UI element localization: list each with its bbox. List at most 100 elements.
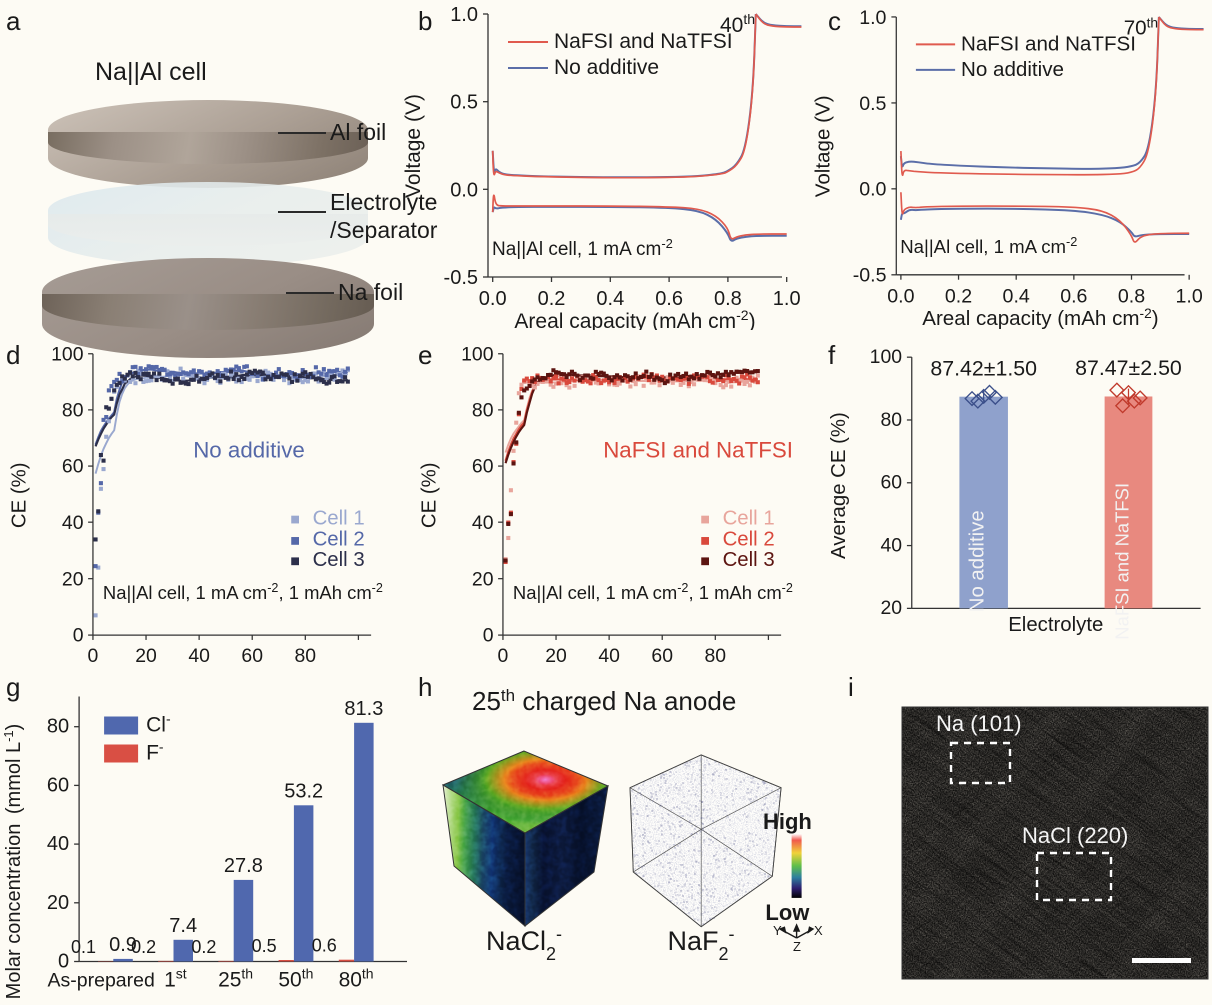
svg-text:Na||Al cell, 1 mA cm-2, 1 mAh: Na||Al cell, 1 mA cm-2, 1 mAh cm-2	[103, 581, 383, 603]
svg-text:NaFSI and NaTFSI: NaFSI and NaTFSI	[1111, 483, 1132, 640]
svg-text:80: 80	[705, 645, 727, 667]
svg-text:80: 80	[295, 645, 317, 667]
svg-text:Cell 1: Cell 1	[723, 507, 775, 529]
svg-text:Y: Y	[773, 923, 782, 938]
svg-text:CE (%): CE (%)	[8, 462, 30, 528]
svg-text:25th charged Na anode: 25th charged Na anode	[472, 686, 736, 717]
svg-text:87.42±1.50: 87.42±1.50	[930, 356, 1037, 380]
svg-text:0.1: 0.1	[71, 937, 96, 957]
svg-text:No additive: No additive	[961, 58, 1064, 81]
svg-text:No additive: No additive	[193, 437, 305, 462]
svg-text:40: 40	[472, 512, 494, 534]
svg-text:0.0: 0.0	[479, 288, 507, 310]
svg-text:No additive: No additive	[967, 510, 989, 612]
svg-text:Na||Al cell, 1 mA cm-2: Na||Al cell, 1 mA cm-2	[900, 234, 1077, 258]
svg-text:NaFSI and NaTFSI: NaFSI and NaTFSI	[603, 437, 793, 462]
svg-text:20: 20	[472, 568, 494, 590]
svg-text:1st: 1st	[164, 966, 187, 992]
svg-text:80: 80	[62, 399, 84, 421]
svg-text:-0.5: -0.5	[853, 265, 887, 287]
svg-text:60: 60	[241, 645, 263, 667]
svg-text:100: 100	[51, 343, 84, 365]
svg-text:60: 60	[651, 645, 673, 667]
svg-text:0.0: 0.0	[859, 179, 886, 201]
svg-text:0.6: 0.6	[312, 936, 337, 956]
svg-text:0: 0	[483, 625, 494, 647]
svg-text:20: 20	[545, 645, 567, 667]
svg-text:CE (%): CE (%)	[418, 462, 440, 528]
svg-text:Cell 3: Cell 3	[723, 549, 775, 571]
svg-text:1.0: 1.0	[1176, 285, 1203, 307]
svg-text:Voltage (V): Voltage (V)	[402, 94, 425, 198]
svg-text:25th: 25th	[218, 966, 253, 992]
svg-text:Na||Al cell, 1 mA cm-2: Na||Al cell, 1 mA cm-2	[492, 236, 673, 261]
svg-text:53.2: 53.2	[284, 780, 323, 802]
svg-text:0.5: 0.5	[450, 92, 478, 114]
svg-text:80: 80	[472, 399, 494, 421]
svg-text:Voltage (V): Voltage (V)	[812, 95, 835, 197]
svg-text:0.4: 0.4	[596, 288, 624, 310]
svg-text:0.2: 0.2	[538, 288, 566, 310]
svg-text:40: 40	[47, 833, 69, 855]
svg-text:0.0: 0.0	[887, 285, 914, 307]
svg-text:0: 0	[498, 645, 509, 667]
svg-text:40: 40	[880, 534, 902, 556]
svg-text:Molar concentration (mmol L-1: Molar concentration (mmol L-1)	[1, 724, 26, 1000]
svg-text:Cell 3: Cell 3	[313, 549, 365, 571]
svg-text:-0.5: -0.5	[444, 267, 478, 289]
svg-text:Na (101): Na (101)	[936, 711, 1022, 736]
svg-text:1.0: 1.0	[773, 288, 801, 310]
svg-text:Average CE (%): Average CE (%)	[828, 412, 850, 559]
svg-text:0.6: 0.6	[655, 288, 683, 310]
svg-text:Cell 1: Cell 1	[313, 507, 365, 529]
svg-text:20: 20	[880, 597, 902, 619]
svg-text:0: 0	[73, 625, 84, 647]
svg-text:NaCl2-: NaCl2-	[486, 924, 562, 964]
svg-text:0.2: 0.2	[131, 937, 156, 957]
svg-text:NaFSI and NaTFSI: NaFSI and NaTFSI	[961, 32, 1136, 55]
svg-text:Cl-: Cl-	[146, 711, 171, 737]
svg-text:80: 80	[880, 409, 902, 431]
svg-text:0.5: 0.5	[859, 93, 886, 115]
svg-text:1.0: 1.0	[450, 4, 478, 26]
svg-text:Na||Al cell, 1 mA cm-2, 1 mAh: Na||Al cell, 1 mA cm-2, 1 mAh cm-2	[513, 581, 793, 603]
svg-text:Cell 2: Cell 2	[723, 529, 775, 551]
svg-text:0.6: 0.6	[1060, 285, 1087, 307]
svg-text:Electrolyte: Electrolyte	[1008, 614, 1103, 636]
svg-text:100: 100	[461, 343, 494, 365]
svg-text:Low: Low	[765, 900, 810, 925]
svg-text:1.0: 1.0	[859, 7, 886, 29]
svg-text:0.5: 0.5	[252, 936, 277, 956]
svg-text:60: 60	[47, 774, 69, 796]
svg-text:High: High	[763, 809, 812, 834]
svg-text:20: 20	[135, 645, 157, 667]
svg-text:0: 0	[88, 645, 99, 667]
svg-text:F-: F-	[146, 739, 164, 765]
svg-text:40: 40	[62, 512, 84, 534]
svg-text:Areal capacity (mAh cm-2): Areal capacity (mAh cm-2)	[514, 307, 755, 330]
svg-text:7.4: 7.4	[169, 915, 197, 937]
svg-text:80: 80	[47, 716, 69, 738]
svg-text:20: 20	[47, 892, 69, 914]
svg-text:X: X	[814, 923, 823, 938]
svg-text:60: 60	[880, 472, 902, 494]
svg-text:50th: 50th	[278, 966, 313, 992]
svg-text:No additive: No additive	[554, 56, 659, 79]
svg-text:NaF2-: NaF2-	[667, 924, 734, 964]
svg-text:As-prepared: As-prepared	[48, 970, 155, 992]
svg-text:Z: Z	[793, 939, 801, 954]
svg-text:NaFSI and NaTFSI: NaFSI and NaTFSI	[554, 30, 733, 53]
svg-text:40: 40	[188, 645, 210, 667]
svg-text:0.8: 0.8	[1118, 285, 1145, 307]
svg-text:Cell 2: Cell 2	[313, 529, 365, 551]
svg-text:80th: 80th	[339, 966, 374, 992]
svg-text:0.2: 0.2	[945, 285, 972, 307]
svg-text:87.47±2.50: 87.47±2.50	[1075, 356, 1182, 380]
svg-text:60: 60	[62, 456, 84, 478]
svg-text:0.4: 0.4	[1003, 285, 1030, 307]
svg-text:20: 20	[62, 568, 84, 590]
svg-text:81.3: 81.3	[344, 698, 383, 720]
svg-text:Areal capacity (mAh cm-2): Areal capacity (mAh cm-2)	[922, 305, 1158, 329]
svg-text:0.2: 0.2	[191, 937, 216, 957]
svg-text:0.0: 0.0	[450, 179, 478, 201]
